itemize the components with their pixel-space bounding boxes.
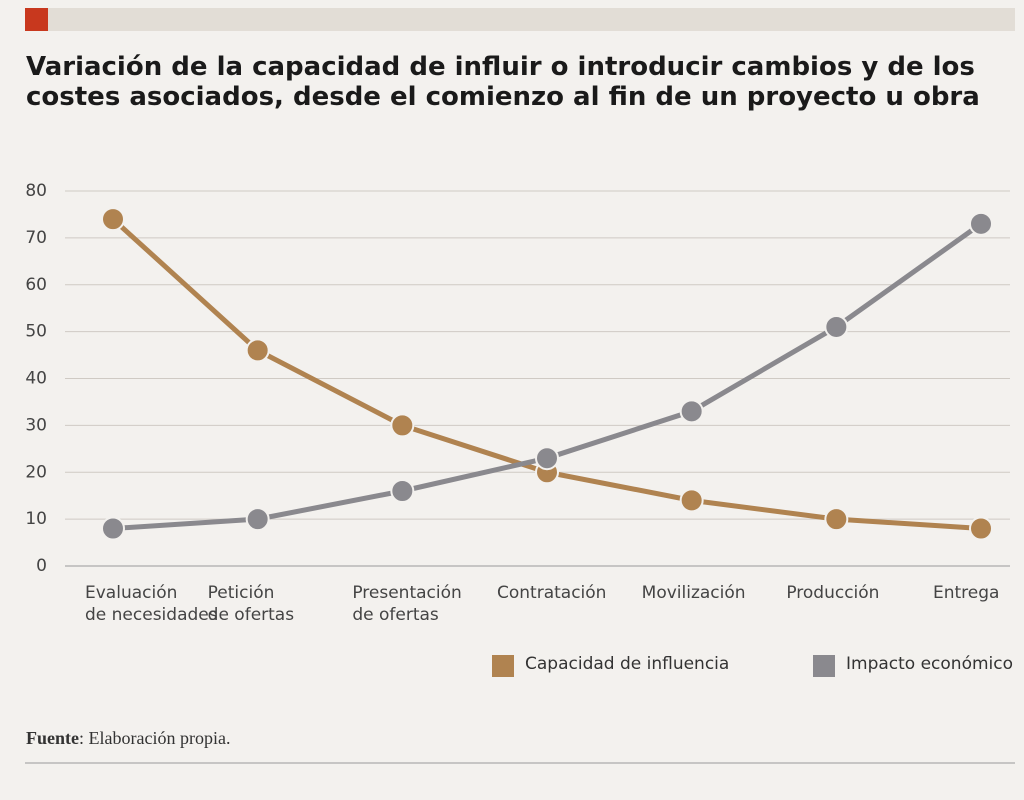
point bbox=[390, 479, 415, 503]
x-tick-label: Entrega bbox=[933, 583, 1000, 603]
x-tick-label: Petición de ofertas bbox=[207, 583, 295, 625]
header-square bbox=[25, 8, 48, 31]
source: Fuente: Elaboración propia. bbox=[26, 728, 230, 749]
point bbox=[824, 314, 849, 339]
legend-label: Impacto económico bbox=[846, 654, 1014, 674]
point bbox=[969, 516, 993, 541]
point bbox=[390, 413, 415, 438]
point bbox=[535, 446, 559, 471]
point bbox=[679, 399, 704, 424]
point bbox=[101, 516, 125, 541]
y-tick-label: 50 bbox=[25, 322, 47, 342]
point bbox=[679, 488, 704, 513]
point bbox=[969, 211, 993, 236]
x-tick-label: Producción bbox=[786, 583, 880, 603]
legend-swatch bbox=[813, 655, 835, 677]
chart-title: Variación de la capacidad de influir o i… bbox=[26, 52, 980, 112]
source-text: : Elaboración propia. bbox=[79, 728, 231, 748]
point bbox=[824, 507, 849, 532]
y-tick-label: 70 bbox=[25, 228, 47, 248]
y-tick-label: 80 bbox=[25, 181, 47, 201]
x-tick-label: Evaluación de necesidades bbox=[85, 583, 218, 625]
point bbox=[101, 207, 125, 232]
y-tick-label: 20 bbox=[25, 462, 47, 482]
point bbox=[245, 507, 270, 532]
y-tick-label: 40 bbox=[25, 369, 47, 389]
y-tick-label: 30 bbox=[25, 415, 47, 435]
y-tick-label: 10 bbox=[25, 509, 47, 529]
x-tick-label: Movilización bbox=[641, 583, 746, 603]
x-tick-label: Presentación de ofertas bbox=[352, 583, 462, 625]
point bbox=[245, 338, 270, 363]
legend-swatch bbox=[492, 655, 514, 677]
x-tick-label: Contratación bbox=[497, 583, 607, 603]
header-band bbox=[25, 8, 1015, 31]
source-label: Fuente bbox=[26, 728, 79, 748]
y-tick-label: 0 bbox=[36, 556, 47, 576]
legend-label: Capacidad de influencia bbox=[525, 654, 730, 674]
y-tick-label: 60 bbox=[25, 275, 47, 295]
